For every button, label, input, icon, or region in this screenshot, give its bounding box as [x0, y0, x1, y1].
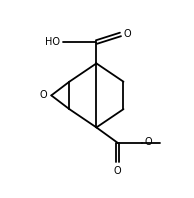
Text: O: O	[114, 166, 121, 176]
Text: O: O	[145, 137, 152, 147]
Text: O: O	[123, 29, 131, 39]
Text: O: O	[40, 90, 48, 100]
Text: HO: HO	[45, 37, 60, 47]
